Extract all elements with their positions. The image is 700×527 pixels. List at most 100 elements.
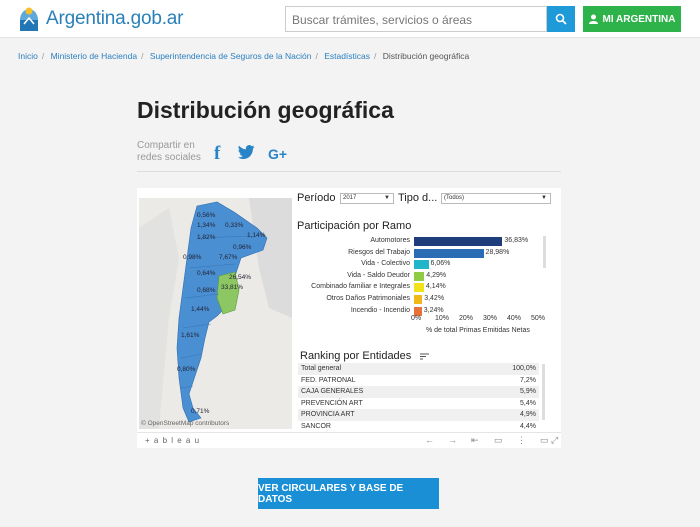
google-plus-icon[interactable]: G+ xyxy=(268,146,288,162)
entity-name: PREVENCIÓN ART xyxy=(301,399,363,407)
breadcrumb: Inicio / Ministerio de Hacienda / Superint… xyxy=(18,51,470,61)
mi-argentina-label: MI ARGENTINA xyxy=(602,13,676,25)
bar[interactable] xyxy=(414,260,429,270)
tipo-select[interactable]: (Todos) ▼ xyxy=(441,193,551,204)
bar-label: Automotores xyxy=(370,237,410,244)
bar-value: 4,14% xyxy=(425,283,446,291)
map-label: 1,44% xyxy=(191,306,210,313)
periodo-value: 2017 xyxy=(343,195,357,201)
breadcrumb-superintendencia[interactable]: Superintendencia de Seguros de la Nación xyxy=(149,51,312,61)
top-navbar: Argentina.gob.ar Buscar trámites, servic… xyxy=(0,0,700,38)
bar-value: 36,83% xyxy=(504,237,529,244)
axis-title: % de total Primas Emitidas Netas xyxy=(426,327,530,334)
ranking-scrollbar[interactable] xyxy=(542,364,545,420)
map-label: 1,14% xyxy=(247,232,266,239)
axis-tick: 40% xyxy=(507,315,522,322)
map-label: 0,33% xyxy=(225,222,244,229)
entity-value: 5,4% xyxy=(520,399,536,407)
bar[interactable] xyxy=(414,283,424,293)
breadcrumb-estadisticas[interactable]: Estadísticas xyxy=(324,51,371,61)
sort-icon[interactable] xyxy=(420,353,429,360)
bar[interactable] xyxy=(414,271,425,281)
bar-label: Incendio - Incendio xyxy=(350,306,410,314)
chevron-down-icon: ▼ xyxy=(384,195,390,201)
argentina-map[interactable]: 0,56% 1,34% 0,33% 1,82% 1,14% 0,96% 0,98… xyxy=(139,198,292,429)
tableau-dashboard: 0,56% 1,34% 0,33% 1,82% 1,14% 0,96% 0,98… xyxy=(137,188,561,432)
redo-icon[interactable]: → xyxy=(448,435,457,445)
breadcrumb-inicio[interactable]: Inicio xyxy=(18,51,38,61)
map-label: 0,80% xyxy=(177,366,196,373)
share-icon[interactable]: ⋮ xyxy=(517,435,526,445)
axis-tick: 30% xyxy=(483,315,498,322)
bar[interactable] xyxy=(414,295,423,304)
map-label: 0,56% xyxy=(197,212,216,219)
table-row[interactable]: SANCOR 4,4% xyxy=(298,421,539,433)
revert-icon[interactable]: ⇤ xyxy=(471,435,479,445)
axis-tick: 50% xyxy=(531,315,546,322)
table-row[interactable]: CAJA GENERALES 5,9% xyxy=(298,386,539,398)
mi-argentina-button[interactable]: MI ARGENTINA xyxy=(583,6,681,32)
chevron-down-icon: ▼ xyxy=(541,195,547,201)
comment-icon[interactable]: ▭ xyxy=(540,435,549,445)
map-label: 33,81% xyxy=(221,284,244,291)
user-icon xyxy=(588,14,598,24)
bar-row[interactable]: Combinado familiar e Integrales 4,14% xyxy=(137,282,446,293)
circulares-button[interactable]: VER CIRCULARES Y BASE DE DATOS xyxy=(258,478,439,509)
coat-of-arms-icon xyxy=(20,7,38,31)
table-row[interactable]: FED. PATRONAL 7,2% xyxy=(298,375,539,387)
table-row[interactable]: PROVINCIA ART 4,9% xyxy=(298,409,539,421)
search-input[interactable]: Buscar trámites, servicios o áreas xyxy=(285,6,547,32)
map-attribution: © OpenStreetMap contributors xyxy=(141,420,230,427)
table-row[interactable]: Total general 100,0% xyxy=(298,363,539,375)
brand-name: Argentina.gob.ar xyxy=(46,8,184,29)
entity-value: 4,9% xyxy=(520,411,536,418)
tableau-logo[interactable]: + a b l e a u xyxy=(145,436,201,445)
bar-value: 6,06% xyxy=(430,260,451,268)
search-button[interactable] xyxy=(547,6,575,32)
undo-icon[interactable]: ← xyxy=(425,435,434,445)
ramo-title: Participación por Ramo xyxy=(297,220,412,232)
map-shape xyxy=(139,198,292,429)
entity-name: FED. PATRONAL xyxy=(301,376,356,384)
map-label: 1,82% xyxy=(197,234,216,241)
map-label: 0,98% xyxy=(183,254,202,261)
map-label: 0,96% xyxy=(233,244,252,251)
breadcrumb-ministerio[interactable]: Ministerio de Hacienda xyxy=(50,51,138,61)
bar-row[interactable]: Vida - Saldo Deudor 4,29% xyxy=(137,271,446,282)
axis-tick: 10% xyxy=(435,315,450,322)
bar-row[interactable]: Otros Daños Patrimoniales 3,42% xyxy=(137,294,444,305)
site-logo[interactable]: Argentina.gob.ar xyxy=(18,6,183,32)
bar-value: 28,98% xyxy=(485,248,510,256)
bar-label: Otros Daños Patrimoniales xyxy=(326,295,410,302)
map-label: 1,61% xyxy=(181,332,200,339)
bar-row[interactable]: Riesgos del Trabajo 28,98% xyxy=(137,248,509,259)
entity-value: 100,0% xyxy=(512,365,536,372)
map-label: 0,64% xyxy=(197,270,216,277)
pause-icon[interactable]: ▭ xyxy=(494,435,503,445)
bar[interactable] xyxy=(414,306,422,316)
bar-value: 3,24% xyxy=(423,306,444,314)
twitter-icon[interactable] xyxy=(238,145,255,159)
map-label: 0,68% xyxy=(197,287,216,294)
facebook-icon[interactable]: f xyxy=(214,143,221,164)
bar-row[interactable]: Automotores 36,83% xyxy=(137,236,528,247)
bar-value: 3,42% xyxy=(424,295,445,302)
bar[interactable] xyxy=(414,237,503,246)
axis-tick: 20% xyxy=(459,315,474,322)
map-label: 26,54% xyxy=(229,274,252,281)
bar-row[interactable]: Vida - Colectivo 6,06% xyxy=(137,259,450,270)
periodo-select[interactable]: 2017 ▼ xyxy=(340,193,394,204)
tipo-label: Tipo d... xyxy=(398,192,438,204)
periodo-label: Período xyxy=(297,192,336,204)
chart-scrollbar[interactable] xyxy=(543,236,546,268)
bar-label: Vida - Colectivo xyxy=(361,260,410,268)
bar-label: Vida - Saldo Deudor xyxy=(347,271,410,279)
ranking-table: Total general 100,0% FED. PATRONAL 7,2% CAJA… xyxy=(298,363,539,432)
bar-row[interactable]: Incendio - Incendio 3,24% xyxy=(137,306,444,317)
bar[interactable] xyxy=(414,248,484,258)
map-label: 7,67% xyxy=(219,254,238,261)
table-row[interactable]: PREVENCIÓN ART 5,4% xyxy=(298,398,539,410)
entity-name: CAJA GENERALES xyxy=(301,388,364,395)
fullscreen-icon[interactable]: ⤢ xyxy=(551,435,559,445)
entity-name: PROVINCIA ART xyxy=(301,411,355,418)
